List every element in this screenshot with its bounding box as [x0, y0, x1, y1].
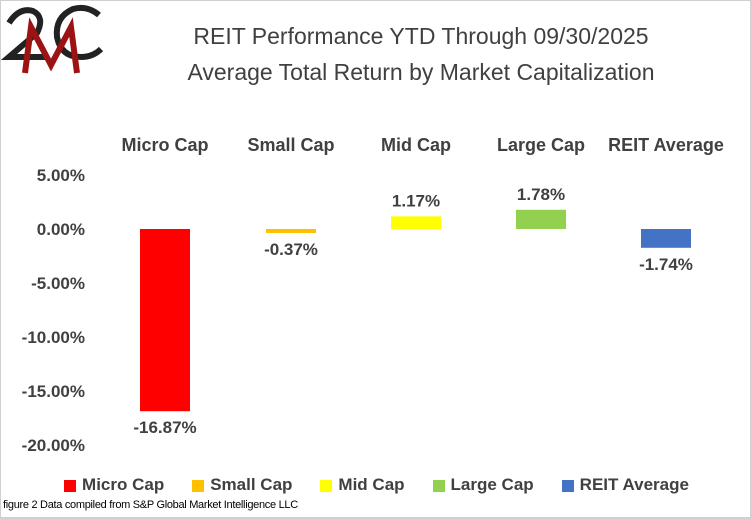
data-label: 1.17%	[392, 191, 440, 210]
legend-swatch	[432, 479, 445, 492]
legend-swatch	[192, 479, 205, 492]
category-label: Small Cap	[247, 135, 334, 155]
legend-swatch	[64, 479, 77, 492]
y-tick-label: -15.00%	[22, 382, 85, 401]
bar	[391, 216, 441, 229]
logo-m-glyph	[22, 17, 80, 74]
bar	[266, 229, 316, 233]
legend-item: REIT Average	[561, 475, 689, 495]
source-note: figure 2 Data compiled from S&P Global M…	[3, 499, 298, 511]
legend-label: Small Cap	[210, 475, 293, 494]
legend-label: Mid Cap	[338, 475, 405, 494]
logo-c-glyph	[53, 4, 104, 61]
legend-item: Mid Cap	[320, 475, 405, 495]
bar	[140, 229, 190, 412]
legend-item: Small Cap	[192, 475, 292, 495]
data-label: -1.74%	[639, 255, 693, 274]
y-tick-label: -10.00%	[22, 328, 85, 347]
bar	[516, 209, 566, 229]
legend-swatch	[561, 479, 574, 492]
legend-label: Micro Cap	[82, 475, 165, 494]
legend-label: Large Cap	[450, 475, 534, 494]
category-label: Mid Cap	[381, 135, 451, 155]
data-label: -16.87%	[133, 418, 196, 437]
data-label: 1.78%	[517, 185, 565, 204]
category-label: REIT Average	[608, 135, 724, 155]
category-label: Large Cap	[497, 135, 585, 155]
y-tick-label: 0.00%	[37, 220, 85, 239]
logo-two-glyph	[1, 7, 45, 60]
legend-swatch	[320, 479, 333, 492]
y-tick-label: -20.00%	[22, 436, 85, 455]
y-tick-label: 5.00%	[37, 166, 85, 185]
data-label: -0.37%	[264, 240, 318, 259]
legend: Micro Cap Small Cap Mid Cap Large Cap REIT A…	[1, 475, 750, 495]
legend-item: Micro Cap	[64, 475, 164, 495]
legend-item: Large Cap	[432, 475, 534, 495]
legend-label: REIT Average	[579, 475, 689, 494]
logo	[1, 4, 104, 74]
y-tick-label: -5.00%	[31, 274, 85, 293]
bar	[641, 229, 691, 248]
chart-title: REIT Performance YTD Through 09/30/2025	[193, 23, 649, 49]
chart-subtitle: Average Total Return by Market Capitaliz…	[187, 59, 655, 85]
category-label: Micro Cap	[121, 135, 208, 155]
